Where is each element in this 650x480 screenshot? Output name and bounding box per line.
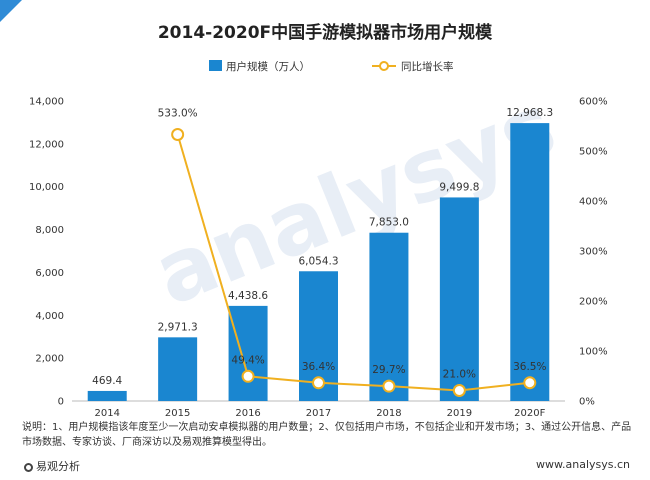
growth-point [523,376,537,390]
y-left-tick-label: 4,000 [35,311,64,322]
y-right-tick-label: 600% [579,97,608,108]
watermark-text: analysys [141,75,569,326]
y-left-tick-label: 8,000 [35,225,64,236]
growth-point [452,384,466,397]
growth-value-label: 49.4% [231,354,264,366]
growth-value-label: 29.7% [372,364,405,376]
bar-value-label: 7,853.0 [369,217,409,229]
chart-note: 说明：1、用户规模指该年度至少一次启动安卓模拟器的用户数量；2、仅包括用户市场，… [22,422,632,448]
bar [228,305,268,401]
bar-series [87,123,550,402]
bar [369,232,409,401]
bar [510,123,550,402]
x-tick-label: 2020F [514,408,545,419]
growth-value-label: 21.0% [443,369,476,381]
axes: 0 2,000 4,000 6,000 8,000 10,000 12,000 14,000 0… [29,97,608,420]
bar [87,390,127,401]
legend-bar-swatch [209,60,222,71]
line-series [171,128,537,397]
y-left-tick-label: 14,000 [29,97,64,108]
x-tick-label: 2019 [447,408,472,419]
y-right-tick-label: 300% [579,247,608,258]
growth-point [382,379,396,393]
source-logo: 易观分析 [24,458,80,474]
bar-value-label: 9,499.8 [439,181,479,193]
legend: 用户规模（万人） 同比增长率 [209,60,454,73]
chart-title: 2014-2020F中国手游模拟器市场用户规模 [158,22,493,43]
bar [439,197,479,401]
y-right-tick-label: 400% [579,197,608,208]
y-right-tick-label: 0% [579,397,595,408]
x-tick-label: 2014 [94,408,119,419]
corner-accent [0,0,22,22]
bar-line-chart: analysys 2014-2020F中国手游模拟器市场用户规模 用户规模（万人… [29,22,608,420]
legend-bar-label: 用户规模（万人） [226,60,310,73]
bar-value-label: 6,054.3 [298,255,338,267]
y-left-tick-label: 2,000 [35,354,64,365]
bar-value-label: 12,968.3 [506,107,553,119]
bar-value-label: 469.4 [92,375,122,387]
bar-value-label: 4,438.6 [228,290,268,302]
growth-value-label: 36.5% [513,361,546,373]
y-left-tick-label: 0 [58,397,64,408]
y-right-tick-label: 200% [579,297,608,308]
x-tick-label: 2018 [376,408,401,419]
bar-value-label: 2,971.3 [158,321,198,333]
y-left-tick-label: 10,000 [29,182,64,193]
bar [158,337,198,401]
y-right-tick-label: 100% [579,347,608,358]
line-labels: 533.0% 49.4% 36.4% 29.7% 21.0% 36.5% [158,108,547,381]
growth-point [171,128,185,141]
bar-labels: 469.4 2,971.3 4,438.6 6,054.3 7,853.0 9,499.8… [92,107,553,387]
source-label: 易观分析 [36,460,80,473]
x-tick-label: 2015 [165,408,190,419]
y-left-tick-label: 12,000 [29,139,64,150]
growth-value-label: 533.0% [158,108,198,120]
legend-line-marker [379,61,389,71]
growth-value-label: 36.4% [302,361,335,373]
growth-point [241,369,255,383]
logo-icon [24,463,33,472]
website-link[interactable]: www.analysys.cn [536,458,630,471]
x-tick-label: 2016 [235,408,260,419]
growth-line [176,134,530,392]
x-tick-label: 2017 [306,408,331,419]
legend-line-label: 同比增长率 [401,60,454,73]
growth-point [312,376,325,390]
y-right-tick-label: 500% [579,147,608,158]
y-left-tick-label: 6,000 [35,268,64,279]
